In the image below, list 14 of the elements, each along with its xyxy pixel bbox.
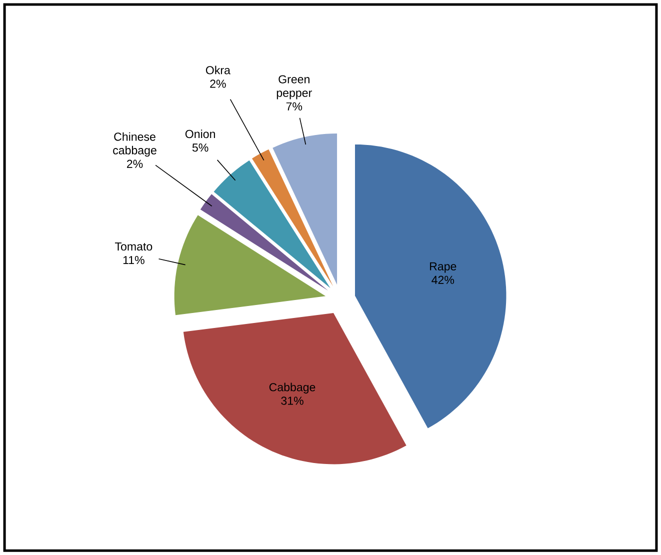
slice-label: Rape: [430, 262, 456, 273]
slice-label: Okra: [206, 66, 230, 74]
data-label: 2%: [210, 80, 226, 88]
data-label: 11%: [123, 256, 144, 264]
data-label: 42%: [432, 276, 454, 284]
data-label: 7%: [286, 102, 302, 110]
data-label: 31%: [281, 396, 304, 405]
data-label: 2%: [126, 160, 143, 168]
slice-label: Green pepper: [276, 75, 312, 100]
slice-label: Onion: [185, 130, 215, 138]
slice-label: Tomato: [114, 242, 152, 251]
data-label: 5%: [192, 143, 208, 152]
slice-label: Cabbage: [269, 382, 316, 394]
slice-label: Chinese cabbage: [113, 132, 156, 157]
